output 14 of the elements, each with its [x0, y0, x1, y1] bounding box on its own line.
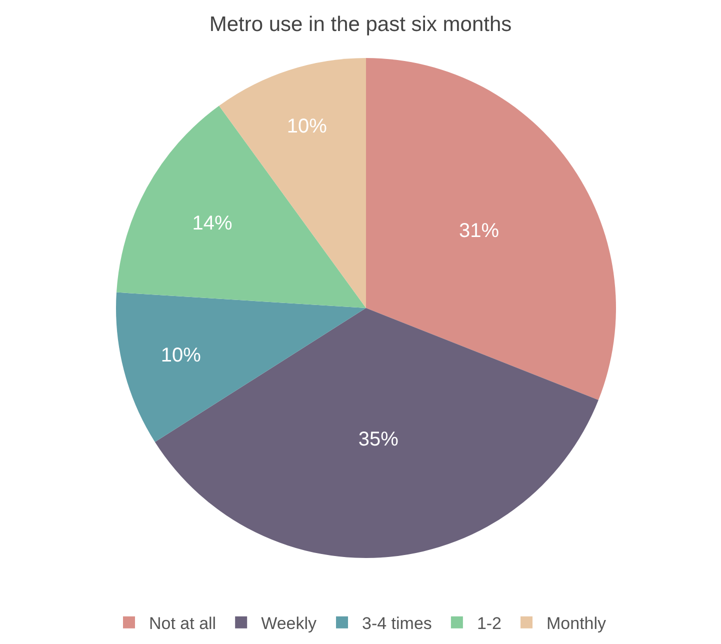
- data-label: 31%: [459, 220, 500, 242]
- data-label: 35%: [358, 428, 399, 451]
- data-label: 14%: [192, 212, 232, 235]
- pie-slice: [366, 58, 616, 400]
- legend-label: 1-2: [476, 614, 502, 633]
- data-label: 10%: [160, 344, 202, 366]
- legend-label: 3-4 times: [362, 614, 432, 633]
- legend-label: Monthly: [546, 614, 607, 633]
- pie-slice: [116, 106, 366, 308]
- legend-label: Weekly: [261, 614, 318, 633]
- pie-slice: [154, 308, 598, 558]
- legend-label: Not at all: [149, 614, 216, 633]
- data-label: 10%: [286, 115, 328, 138]
- chart-title: Metro use in the past six months: [209, 12, 512, 36]
